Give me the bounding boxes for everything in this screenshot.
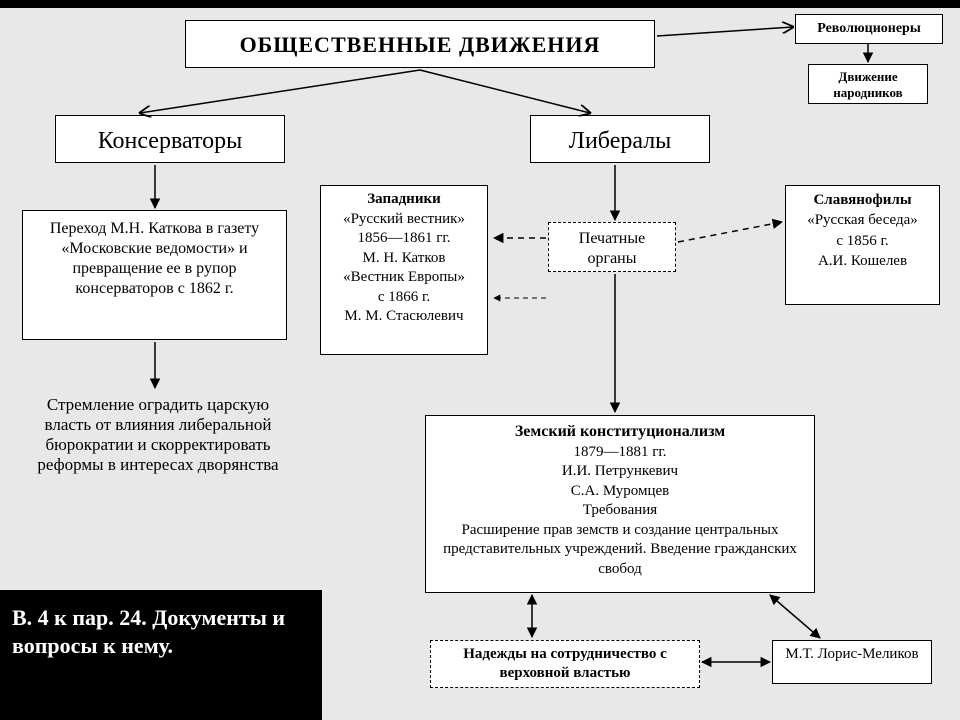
node-title: ОБЩЕСТВЕННЫЕ ДВИЖЕНИЯ: [185, 20, 655, 68]
node-zemstvo: Земский конституционализм 1879—1881 гг. …: [425, 415, 815, 593]
westerners-body: «Русский вестник» 1856—1861 гг. М. Н. Ка…: [327, 210, 481, 327]
node-conservatives: Консерваторы: [55, 115, 285, 163]
node-slavophiles: Славянофилы «Русская беседа» с 1856 г. А…: [785, 185, 940, 305]
zemstvo-body: 1879—1881 гг. И.И. Петрункевич С.А. Муро…: [440, 443, 800, 580]
top-black-bar: [0, 0, 960, 8]
node-hopes: Надежды на сотрудничество с верховной вл…: [430, 640, 700, 688]
slavophiles-body: «Русская беседа» с 1856 г. А.И. Кошелев: [792, 210, 933, 271]
westerners-label: Западники: [327, 190, 481, 210]
zemstvo-label: Земский конституционализм: [440, 422, 800, 443]
diagram-canvas: ОБЩЕСТВЕННЫЕ ДВИЖЕНИЯ Революционеры Движ…: [0, 0, 960, 720]
node-conservatives-body2: Стремление оградить царскую власть от вл…: [22, 395, 294, 555]
node-revolutionaries: Революционеры: [795, 14, 943, 44]
node-liberals: Либералы: [530, 115, 710, 163]
node-narodniki: Движение народников: [808, 64, 928, 104]
node-westerners: Западники «Русский вестник» 1856—1861 гг…: [320, 185, 488, 355]
slavophiles-label: Славянофилы: [792, 190, 933, 210]
slide-banner: В. 4 к пар. 24. Документы и вопросы к не…: [0, 590, 322, 720]
node-press: Печатные органы: [548, 222, 676, 272]
node-conservatives-body1: Переход М.Н. Каткова в газету «Московски…: [22, 210, 287, 340]
node-loris: М.Т. Лорис-Меликов: [772, 640, 932, 684]
